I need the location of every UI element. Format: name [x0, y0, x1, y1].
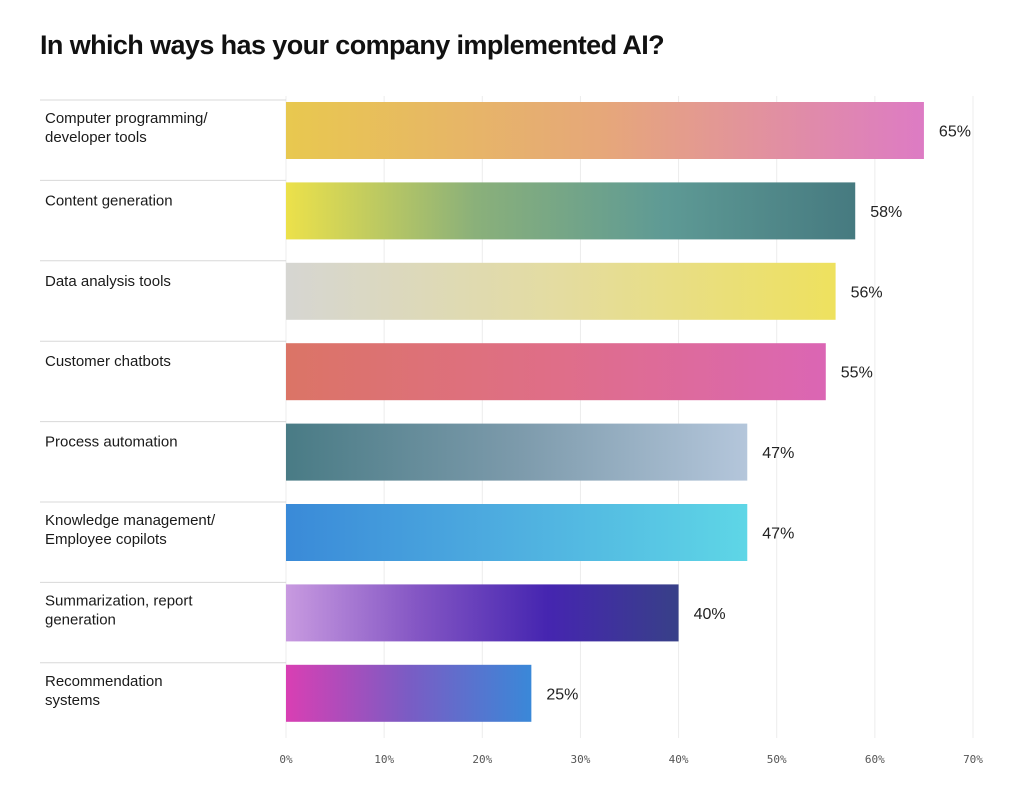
value-label: 25% [546, 686, 578, 703]
x-tick-label: 20% [472, 753, 492, 766]
category-label: Knowledge management/Employee copilots [45, 512, 216, 548]
row-separators [40, 99, 286, 664]
x-tick-label: 10% [374, 753, 394, 766]
x-tick-label: 70% [963, 753, 983, 766]
bar [286, 423, 748, 481]
category-label: Computer programming/developer tools [45, 110, 208, 146]
category-labels: Computer programming/developer tools Cont… [45, 110, 216, 709]
category-label: Recommendation systems [45, 673, 163, 709]
chart-title: In which ways has your company implement… [40, 30, 665, 60]
x-tick-label: 0% [279, 753, 293, 766]
bar [286, 343, 826, 401]
bar [286, 262, 836, 320]
value-label: 58% [870, 204, 902, 221]
bars [286, 102, 924, 722]
bar [286, 102, 924, 159]
category-label: Customer chatbots [45, 353, 171, 370]
category-label: Data analysis tools [45, 273, 171, 290]
value-label: 55% [841, 365, 873, 382]
value-label: 56% [851, 284, 883, 301]
value-label: 40% [694, 606, 726, 623]
value-label: 65% [939, 124, 971, 141]
bar [286, 504, 748, 561]
bar [286, 182, 856, 240]
bar [286, 584, 679, 642]
bar [286, 664, 532, 722]
x-axis-ticks: 0% 10% 20% 30% 40% 50% 60% 70% [279, 753, 983, 766]
category-label: Summarization, report generation [45, 592, 193, 628]
value-label: 47% [762, 526, 794, 543]
category-label: Process automation [45, 434, 178, 451]
category-label: Content generation [45, 192, 173, 209]
x-tick-label: 40% [669, 753, 689, 766]
x-tick-label: 50% [767, 753, 787, 766]
value-label: 47% [762, 445, 794, 462]
x-tick-label: 30% [570, 753, 590, 766]
x-tick-label: 60% [865, 753, 885, 766]
value-labels: 65% 58% 56% 55% 47% 47% 40% 25% [546, 124, 971, 704]
